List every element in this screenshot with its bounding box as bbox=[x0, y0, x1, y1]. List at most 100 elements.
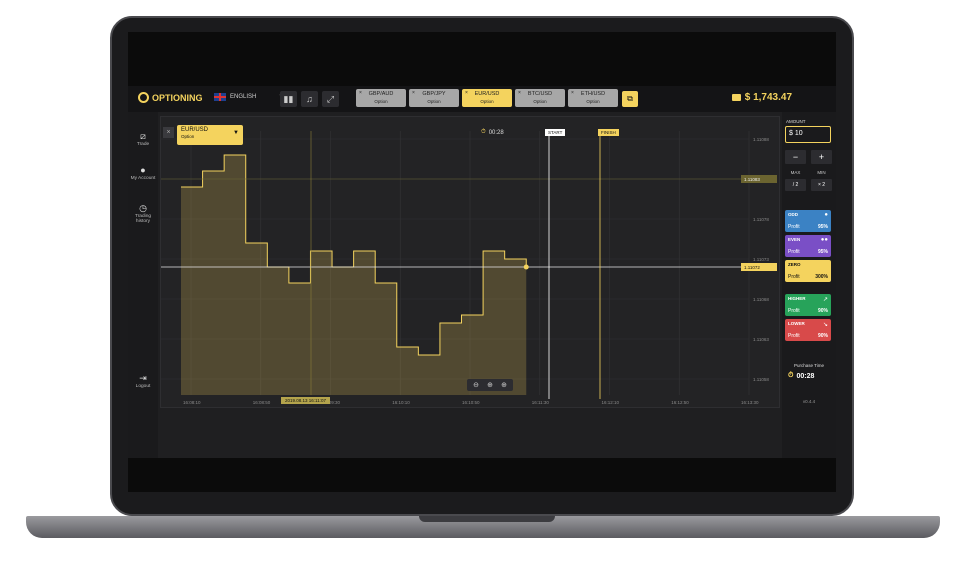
layout-button[interactable]: ▮▮ bbox=[280, 91, 297, 107]
tab-pair: GBP/JPY bbox=[422, 91, 446, 97]
tab-pair: GBP/AUD bbox=[368, 91, 394, 97]
reset-zoom-icon[interactable]: ⊕ bbox=[487, 382, 493, 389]
logo[interactable]: OPTIONING bbox=[138, 92, 203, 103]
purchase-time-value: 00:28 bbox=[796, 372, 815, 380]
sidebar-item-logout[interactable]: ⇥ Logout bbox=[128, 373, 158, 389]
higher-button[interactable]: HIGHER ↗ Profit 90% bbox=[785, 294, 831, 316]
purchase-time: ⏱ 00:28 bbox=[788, 372, 814, 380]
bet-title: LOWER bbox=[788, 321, 805, 326]
y-tick-label: 1.11063 bbox=[753, 337, 769, 342]
price-chart[interactable]: 1.11088 1.11083 1.11078 1.11073 1.11068 1.110… bbox=[160, 116, 780, 408]
decrease-amount-button[interactable]: − bbox=[785, 150, 806, 164]
dot-icon: ● bbox=[824, 212, 828, 218]
y-tick-label: 1.11068 bbox=[753, 297, 769, 302]
add-tab-button[interactable]: ⧉ bbox=[622, 91, 638, 107]
trend-down-icon: ↘ bbox=[822, 322, 828, 328]
tab-type: Option bbox=[427, 99, 441, 104]
amount-label: AMOUNT bbox=[786, 119, 806, 124]
y-tick-label: 1.11088 bbox=[753, 137, 769, 142]
sidebar-item-account[interactable]: ● My Account bbox=[128, 165, 158, 181]
bet-profit-label: Profit bbox=[788, 224, 800, 230]
tab-type: Option bbox=[586, 99, 600, 104]
logout-icon: ⇥ bbox=[139, 373, 147, 383]
pair-label: EUR/USD bbox=[181, 127, 209, 133]
user-icon: ● bbox=[140, 165, 146, 175]
y-tick-label: 1.11058 bbox=[753, 377, 769, 382]
close-icon[interactable]: × bbox=[518, 90, 521, 96]
finish-label: FINISH bbox=[598, 129, 619, 136]
sidebar-item-trade[interactable]: ⧄ Trade bbox=[128, 132, 158, 147]
sidebar-item-label: Trade bbox=[136, 141, 150, 147]
halve-amount-button[interactable]: / 2 bbox=[785, 179, 806, 191]
x-tick-label: 16:08:10 bbox=[183, 400, 201, 405]
x-tick-label: 16:10:10 bbox=[392, 400, 410, 405]
layout-icon: ▮▮ bbox=[283, 93, 294, 104]
even-button[interactable]: EVEN ●● Profit 95% bbox=[785, 235, 831, 257]
music-icon: ♫ bbox=[306, 94, 313, 104]
music-button[interactable]: ♫ bbox=[301, 91, 318, 107]
tab-btc-usd[interactable]: × BTC/USD Option bbox=[515, 89, 565, 107]
double-amount-button[interactable]: × 2 bbox=[811, 179, 832, 191]
tab-eur-usd[interactable]: × EUR/USD Option bbox=[462, 89, 512, 107]
purchase-time-label: Purchase Time bbox=[793, 363, 824, 368]
zoom-out-icon[interactable]: ⊖ bbox=[473, 382, 479, 389]
trend-up-icon: ↗ bbox=[822, 297, 828, 303]
trade-panel: AMOUNT $ 10 − + MAX MIN / 2 × 2 ODD ● Pr… bbox=[782, 112, 836, 458]
logo-icon bbox=[138, 92, 149, 103]
bet-profit-label: Profit bbox=[788, 249, 800, 255]
fullscreen-icon: ⤢ bbox=[326, 93, 335, 104]
zero-button[interactable]: ZERO Profit 300% bbox=[785, 260, 831, 282]
zoom-controls: ⊖ ⊕ ⊕ bbox=[467, 379, 513, 391]
tab-pair: BTC/USD bbox=[527, 91, 553, 97]
x-tick-label: 16:11:30 bbox=[532, 400, 550, 405]
x-tick-label: 16:10:50 bbox=[462, 400, 480, 405]
current-price-dot bbox=[523, 264, 529, 270]
sidebar-item-label: My Account bbox=[130, 175, 156, 181]
lower-button[interactable]: LOWER ↘ Profit 90% bbox=[785, 319, 831, 341]
pair-type: Option bbox=[181, 134, 195, 139]
tab-eth-usd[interactable]: × ETH/USD Option bbox=[568, 89, 618, 107]
language-select[interactable]: ENGLISH ▼ bbox=[214, 93, 284, 101]
uk-flag-icon bbox=[214, 93, 226, 101]
sidebar-item-history[interactable]: ◷ Trading history bbox=[128, 203, 158, 225]
top-bar: OPTIONING ENGLISH ▼ ▮▮ ♫ ⤢ × GBP/AUD Opt… bbox=[128, 86, 836, 112]
language-label: ENGLISH bbox=[230, 94, 257, 100]
close-icon[interactable]: × bbox=[412, 90, 415, 96]
tab-type: Option bbox=[480, 99, 494, 104]
close-chart-button[interactable]: × bbox=[163, 127, 174, 138]
bet-profit-pct: 95% bbox=[817, 224, 828, 230]
odd-button[interactable]: ODD ● Profit 95% bbox=[785, 210, 831, 232]
x-tick-label: 16:12:50 bbox=[671, 400, 689, 405]
increase-amount-button[interactable]: + bbox=[811, 150, 832, 164]
fullscreen-button[interactable]: ⤢ bbox=[322, 91, 339, 107]
app-version: v0.4.4 bbox=[802, 399, 816, 404]
reference-price-label: 1.11083 bbox=[744, 177, 760, 182]
sidebar-item-label: Logout bbox=[135, 383, 151, 389]
current-price-tag bbox=[741, 263, 777, 271]
tab-gbp-jpy[interactable]: × GBP/JPY Option bbox=[409, 89, 459, 107]
chevron-down-icon: ▼ bbox=[233, 130, 239, 136]
bet-title: EVEN bbox=[788, 237, 801, 242]
x-tick-label: 16:09:30 bbox=[323, 400, 341, 405]
close-icon[interactable]: × bbox=[465, 90, 468, 96]
amount-input[interactable]: $ 10 bbox=[785, 126, 831, 143]
bet-title: HIGHER bbox=[788, 296, 806, 301]
history-icon: ◷ bbox=[139, 203, 147, 213]
y-tick-label: 1.11078 bbox=[753, 217, 769, 222]
sidebar-item-label: Trading history bbox=[134, 213, 152, 225]
close-icon[interactable]: × bbox=[571, 90, 574, 96]
zoom-in-icon[interactable]: ⊕ bbox=[501, 382, 507, 389]
double-dot-icon: ●● bbox=[820, 237, 828, 243]
close-icon[interactable]: × bbox=[359, 90, 362, 96]
add-tab-icon: ⧉ bbox=[627, 94, 633, 103]
pair-select[interactable]: EUR/USD Option ▼ bbox=[177, 125, 243, 145]
stopwatch-icon: ⏱ bbox=[788, 372, 794, 379]
tab-gbp-aud[interactable]: × GBP/AUD Option bbox=[356, 89, 406, 107]
tab-pair: EUR/USD bbox=[474, 91, 500, 97]
price-area bbox=[181, 155, 527, 395]
bet-title: ZERO bbox=[788, 262, 801, 267]
y-tick-label: 1.11073 bbox=[753, 257, 769, 262]
chart-canvas[interactable]: 1.11088 1.11083 1.11078 1.11073 1.11068 1.110… bbox=[161, 117, 781, 409]
min-label: MIN bbox=[817, 170, 826, 175]
bet-profit-pct: 90% bbox=[817, 308, 828, 314]
